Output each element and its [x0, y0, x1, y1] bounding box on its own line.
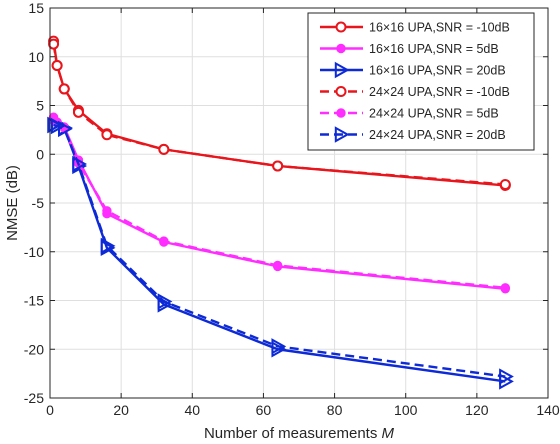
legend-item-2: 16×16 UPA,SNR = 5dB	[320, 42, 499, 56]
data-point	[500, 283, 511, 293]
data-point	[72, 155, 88, 173]
y-tick-label: -10	[24, 244, 44, 260]
legend-item-5: 24×24 UPA,SNR = 5dB	[320, 107, 499, 121]
series-line	[52, 43, 506, 186]
data-point	[271, 338, 287, 355]
y-tick-label: -20	[24, 341, 44, 357]
data-point	[101, 129, 113, 141]
legend-label: 16×16 UPA,SNR = 20dB	[369, 64, 506, 78]
y-axis-label: NMSE (dB)	[4, 165, 21, 241]
legend-label: 24×24 UPA,SNR = 20dB	[369, 128, 506, 142]
data-point	[58, 120, 73, 138]
legend-box	[307, 12, 535, 151]
legend-item-1: 16×16 UPA,SNR = -10dB	[320, 21, 510, 35]
y-tick-label: 0	[36, 146, 44, 162]
data-point	[102, 206, 112, 216]
legend-marker	[334, 126, 350, 143]
legend-label: 16×16 UPA,SNR = -10dB	[369, 21, 510, 35]
legend-item-3: 16×16 UPA,SNR = 20dB	[320, 61, 506, 79]
legend-item-4: 24×24 UPA,SNR = -10dB	[320, 85, 510, 99]
data-point	[272, 260, 283, 271]
data-point	[51, 60, 63, 72]
x-tick-label: 20	[113, 402, 129, 418]
grid	[50, 8, 548, 398]
legend-label: 24×24 UPA,SNR = 5dB	[369, 107, 499, 121]
tick-labels: 0 20 40 60 80 100 120 140 -25 -20 -15 -10 -5 0 5 10 15	[24, 0, 560, 418]
x-axis-label: Number of measurements M	[204, 425, 395, 442]
x-tick-label: 100	[394, 402, 418, 418]
x-tick-label: 80	[327, 402, 343, 418]
legend: 16×16 UPA,SNR = -10dB 16×16 UPA,SNR = 5dB…	[307, 12, 535, 151]
data-point	[58, 83, 70, 95]
y-tick-label: 10	[28, 49, 44, 65]
x-tick-label: 40	[184, 402, 200, 418]
x-tick-label: 120	[465, 402, 489, 418]
data-point	[50, 117, 66, 135]
legend-marker	[334, 61, 350, 79]
y-tick-label: -25	[24, 390, 44, 406]
legend-label: 16×16 UPA,SNR = 5dB	[369, 42, 499, 56]
x-tick-label: 140	[536, 402, 560, 418]
data-point	[272, 160, 284, 172]
data-point	[100, 237, 116, 255]
data-point	[159, 236, 169, 246]
series-4	[48, 38, 511, 190]
y-tick-label: 15	[28, 0, 44, 16]
data-point	[157, 293, 173, 310]
legend-item-6: 24×24 UPA,SNR = 20dB	[320, 126, 506, 143]
data-point	[499, 368, 514, 385]
y-tick-label: 5	[36, 98, 44, 114]
y-tick-label: -5	[32, 195, 45, 211]
axes	[49, 7, 549, 399]
series-6	[47, 116, 514, 385]
data-point	[48, 38, 60, 50]
legend-marker	[335, 21, 347, 33]
legend-marker	[336, 43, 346, 54]
x-tick-label: 60	[256, 402, 272, 418]
series-group	[47, 35, 514, 390]
legend-marker	[335, 86, 347, 97]
legend-marker	[336, 108, 346, 118]
x-tick-label: 0	[46, 402, 54, 418]
data-point	[72, 106, 84, 118]
legend-label: 24×24 UPA,SNR = -10dB	[369, 85, 510, 99]
y-tick-label: -15	[24, 293, 44, 309]
data-point	[499, 178, 511, 190]
data-point	[158, 143, 170, 155]
